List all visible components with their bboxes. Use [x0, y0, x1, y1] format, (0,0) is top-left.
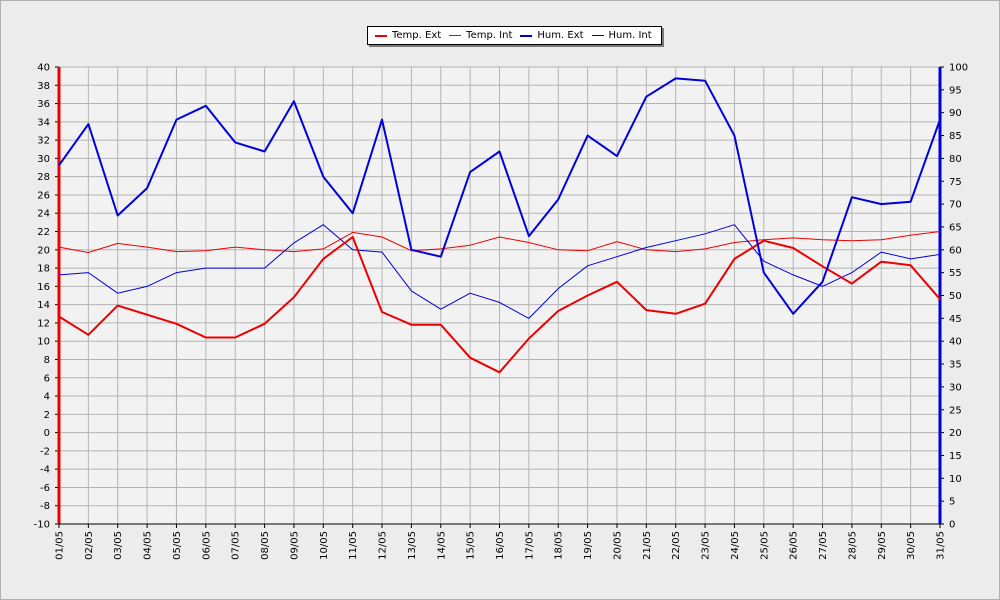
x-tick-label: 20/05 [612, 531, 623, 560]
y-left-tick-label: 30 [37, 154, 50, 165]
legend-item-temp-int: Temp. Int [449, 30, 512, 41]
legend-label-hum-int: Hum. Int [608, 30, 652, 41]
x-tick-label: 30/05 [906, 531, 917, 560]
y-left-tick-label: 14 [37, 300, 50, 311]
x-tick-label: 07/05 [231, 531, 242, 560]
legend-label-temp-ext: Temp. Ext [392, 30, 442, 41]
series-line-temp-int [58, 231, 941, 253]
y-left-tick-label: -2 [40, 446, 50, 457]
y-left-tick-label: 28 [37, 172, 50, 183]
x-tick-label: 10/05 [319, 531, 330, 560]
legend-label-temp-int: Temp. Int [466, 30, 513, 41]
y-left-tick-label: 2 [44, 410, 50, 421]
x-tick-label: 13/05 [407, 531, 418, 560]
y-right-tick-label: 15 [949, 451, 962, 462]
y-right-tick-label: 95 [949, 85, 962, 96]
x-tick-label: 04/05 [143, 531, 154, 560]
legend-label-hum-ext: Hum. Ext [537, 30, 584, 41]
legend-swatch-temp-ext [375, 34, 387, 37]
x-tick-label: 19/05 [583, 531, 594, 560]
y-right-tick-label: 90 [949, 108, 962, 119]
y-right-tick-label: 65 [949, 222, 962, 233]
legend-swatch-temp-int [449, 35, 462, 36]
x-tick-label: 21/05 [642, 531, 653, 560]
x-tick-label: 17/05 [524, 531, 535, 560]
y-left-tick-label: 32 [37, 136, 50, 147]
y-left-tick-label: 36 [37, 99, 50, 110]
series-line-temp-ext [58, 236, 941, 374]
legend: Temp. Ext Temp. Int Hum. Ext Hum. Int [367, 26, 662, 45]
y-left-tick-label: -10 [34, 520, 50, 531]
y-right-tick-label: 40 [949, 337, 962, 348]
y-left-tick-label: 38 [37, 81, 50, 92]
legend-swatch-hum-ext [520, 34, 533, 37]
y-right-tick-label: 55 [949, 268, 962, 279]
series-line-hum-ext [58, 77, 941, 315]
y-right-tick-label: 45 [949, 314, 962, 325]
legend-swatch-hum-int [591, 35, 604, 36]
y-right-tick-label: 35 [949, 360, 962, 371]
y-left-tick-label: 0 [44, 428, 50, 439]
y-left-tick-label: 4 [44, 392, 50, 403]
x-tick-label: 12/05 [378, 531, 389, 560]
x-tick-label: 16/05 [495, 531, 506, 560]
legend-item-temp-ext: Temp. Ext [375, 30, 441, 41]
y-right-tick-label: 100 [949, 63, 968, 74]
x-tick-label: 18/05 [554, 531, 565, 560]
y-right-tick-label: 10 [949, 474, 962, 485]
y-left-tick-label: 22 [37, 227, 50, 238]
y-right-tick-label: 5 [949, 497, 955, 508]
x-tick-label: 01/05 [55, 531, 66, 560]
x-tick-label: 25/05 [759, 531, 770, 560]
y-left-tick-label: 20 [37, 245, 50, 256]
y-left-tick-label: 24 [37, 209, 50, 220]
x-tick-label: 15/05 [466, 531, 477, 560]
y-left-tick-label: -4 [40, 465, 50, 476]
y-right-tick-label: 85 [949, 131, 962, 142]
x-tick-label: 03/05 [113, 531, 124, 560]
x-tick-label: 02/05 [84, 531, 95, 560]
y-right-tick-label: 75 [949, 177, 962, 188]
y-right-tick-label: 0 [949, 520, 955, 531]
y-left-tick-label: -6 [40, 483, 50, 494]
y-left-tick-label: 40 [37, 63, 50, 74]
y-left-tick-label: 26 [37, 190, 50, 201]
x-tick-label: 11/05 [348, 531, 359, 560]
y-right-tick-label: 80 [949, 154, 962, 165]
y-right-tick-label: 25 [949, 405, 962, 416]
y-right-tick-label: 30 [949, 382, 962, 393]
x-tick-label: 14/05 [436, 531, 447, 560]
y-left-tick-label: -8 [40, 501, 50, 512]
y-right-tick-label: 60 [949, 245, 962, 256]
x-tick-label: 24/05 [730, 531, 741, 560]
x-tick-label: 06/05 [201, 531, 212, 560]
y-left-tick-label: 8 [44, 355, 50, 366]
y-left-tick-label: 16 [37, 282, 50, 293]
series-line-hum-int [58, 224, 941, 319]
x-tick-label: 08/05 [260, 531, 271, 560]
x-tick-label: 23/05 [701, 531, 712, 560]
x-tick-label: 22/05 [671, 531, 682, 560]
y-left-tick-label: 12 [37, 318, 50, 329]
x-tick-label: 29/05 [877, 531, 888, 560]
y-left-tick-label: 34 [37, 117, 50, 128]
y-left-tick-label: 18 [37, 264, 50, 275]
y-left-tick-label: 6 [44, 373, 50, 384]
x-tick-label: 28/05 [847, 531, 858, 560]
legend-item-hum-int: Hum. Int [591, 30, 652, 41]
x-tick-label: 27/05 [818, 531, 829, 560]
x-tick-label: 31/05 [936, 531, 947, 560]
x-tick-label: 26/05 [789, 531, 800, 560]
x-tick-label: 09/05 [289, 531, 300, 560]
y-left-tick-label: 10 [37, 337, 50, 348]
legend-item-hum-ext: Hum. Ext [520, 30, 584, 41]
y-right-tick-label: 70 [949, 200, 962, 211]
y-right-tick-label: 50 [949, 291, 962, 302]
y-right-tick-label: 20 [949, 428, 962, 439]
x-tick-label: 05/05 [172, 531, 183, 560]
